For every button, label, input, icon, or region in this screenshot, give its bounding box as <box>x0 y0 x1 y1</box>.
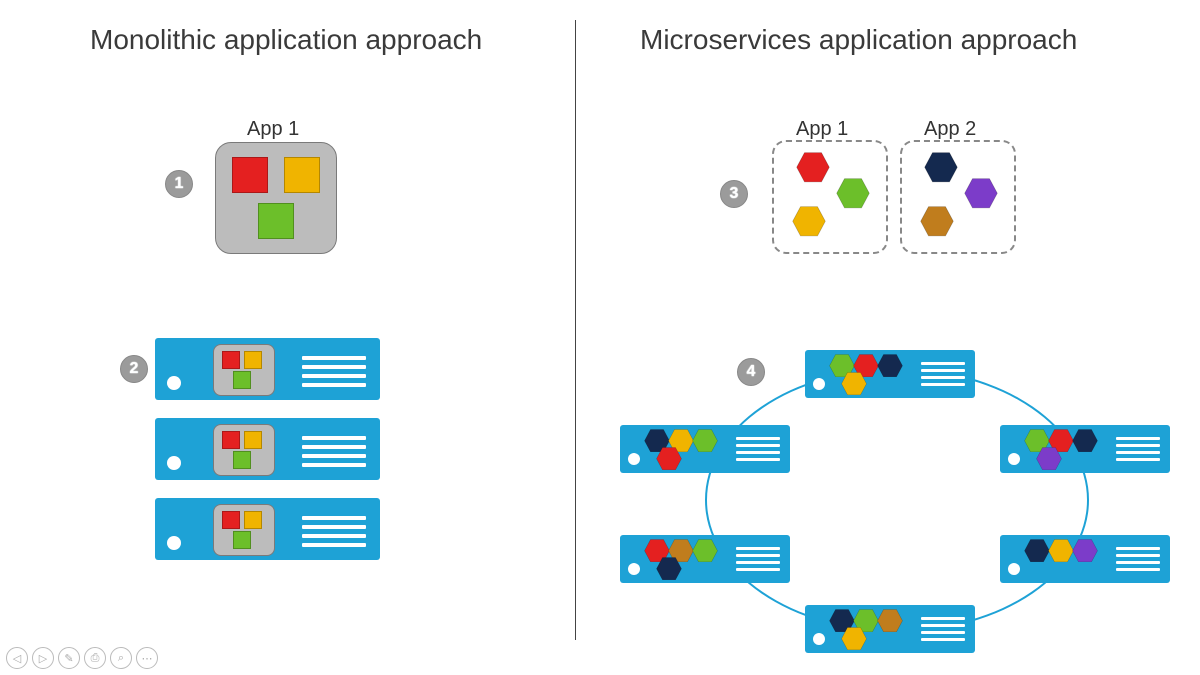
mono-app-box <box>215 142 337 254</box>
vertical-divider <box>575 20 576 640</box>
toolbar-button[interactable]: ◁ <box>6 647 28 669</box>
server-node <box>155 338 380 400</box>
service-hexagon-icon <box>1072 539 1098 567</box>
toolbar-button[interactable]: ⋯ <box>136 647 158 669</box>
service-hexagon-icon <box>656 557 682 585</box>
module-square <box>284 157 320 193</box>
micro-app-label: App 2 <box>924 118 976 141</box>
microservice-server-node <box>620 425 790 473</box>
microservice-server-node <box>1000 535 1170 583</box>
service-hexagon-icon <box>836 178 870 214</box>
service-hexagon-icon <box>792 206 826 242</box>
numbered-badge: 4 <box>737 358 765 386</box>
server-node <box>155 418 380 480</box>
service-hexagon-icon <box>924 152 958 188</box>
mini-app-icon <box>213 504 275 556</box>
mini-app-icon <box>213 344 275 396</box>
service-hexagon-icon <box>841 372 867 400</box>
service-hexagon-icon <box>1048 539 1074 567</box>
microservice-server-node <box>805 350 975 398</box>
server-node <box>155 498 380 560</box>
mono-app-label: App 1 <box>247 118 299 141</box>
service-hexagon-icon <box>877 609 903 637</box>
micro-app-box <box>772 140 888 254</box>
mini-app-icon <box>213 424 275 476</box>
module-square <box>232 157 268 193</box>
numbered-badge: 1 <box>165 170 193 198</box>
presentation-toolbar: ◁▷✎⎙⌕⋯ <box>6 647 158 669</box>
service-hexagon-icon <box>692 429 718 457</box>
service-hexagon-icon <box>1072 429 1098 457</box>
service-hexagon-icon <box>964 178 998 214</box>
service-hexagon-icon <box>656 447 682 475</box>
service-hexagon-icon <box>841 627 867 655</box>
service-hexagon-icon <box>877 354 903 382</box>
toolbar-button[interactable]: ⌕ <box>110 647 132 669</box>
microservice-server-node <box>805 605 975 653</box>
numbered-badge: 2 <box>120 355 148 383</box>
service-hexagon-icon <box>1036 447 1062 475</box>
microservice-server-node <box>1000 425 1170 473</box>
service-hexagon-icon <box>920 206 954 242</box>
cluster-ring <box>705 368 1089 632</box>
toolbar-button[interactable]: ⎙ <box>84 647 106 669</box>
service-hexagon-icon <box>796 152 830 188</box>
numbered-badge: 3 <box>720 180 748 208</box>
title-right: Microservices application approach <box>640 24 1077 56</box>
service-hexagon-icon <box>1024 539 1050 567</box>
title-left: Monolithic application approach <box>90 24 482 56</box>
service-hexagon-icon <box>692 539 718 567</box>
micro-app-label: App 1 <box>796 118 848 141</box>
toolbar-button[interactable]: ▷ <box>32 647 54 669</box>
toolbar-button[interactable]: ✎ <box>58 647 80 669</box>
microservice-server-node <box>620 535 790 583</box>
micro-app-box <box>900 140 1016 254</box>
module-square <box>258 203 294 239</box>
